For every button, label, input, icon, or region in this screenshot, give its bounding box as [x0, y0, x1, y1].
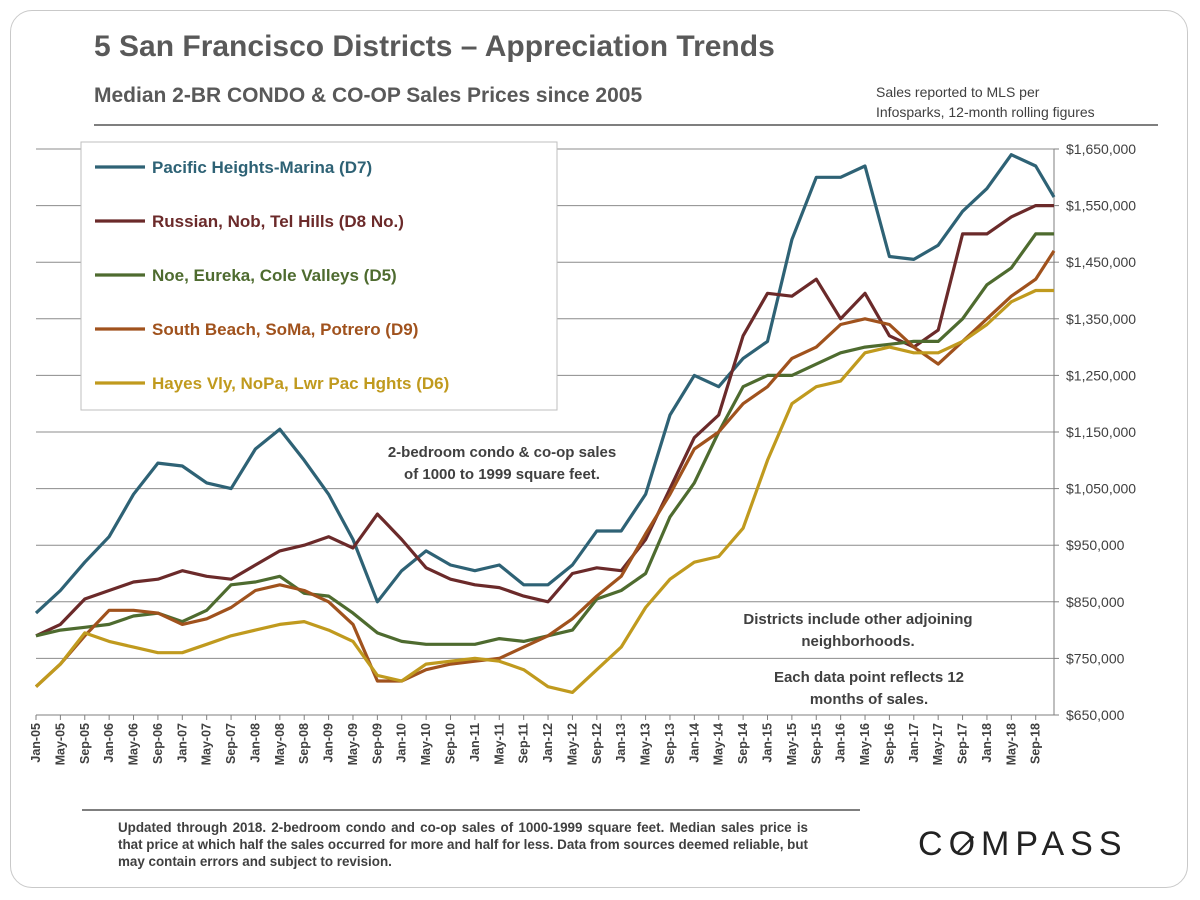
x-tick-label: Sep-12: [590, 723, 604, 764]
y-tick-label: $1,650,000: [1066, 141, 1136, 157]
y-tick-label: $950,000: [1066, 537, 1125, 553]
x-tick-label: Jan-13: [614, 723, 628, 763]
legend-entry: South Beach, SoMa, Potrero (D9): [152, 320, 418, 339]
legend-entry: Pacific Heights-Marina (D7): [152, 158, 372, 177]
x-tick-label: May-13: [639, 723, 653, 765]
x-tick-label: Jan-10: [395, 723, 409, 763]
datapoint-note-line2: months of sales.: [810, 691, 928, 708]
x-tick-label: May-08: [273, 723, 287, 765]
y-tick-label: $750,000: [1066, 650, 1125, 666]
series-lines: [34, 153, 1056, 695]
legend-entry: Russian, Nob, Tel Hills (D8 No.): [152, 212, 404, 231]
x-tick-label: May-18: [1004, 723, 1018, 765]
legend-entry: Hayes Vly, NoPa, Lwr Pac Hghts (D6): [152, 374, 449, 393]
x-tick-label: May-14: [712, 723, 726, 765]
series-line-1: [34, 153, 1056, 615]
series-line-4: [34, 250, 1056, 688]
datapoint-note-line1: Each data point reflects 12: [774, 669, 964, 686]
source-note: Sales reported to MLS per Infosparks, 12…: [876, 82, 1156, 122]
legend-entry: Noe, Eureka, Cole Valleys (D5): [152, 266, 397, 285]
x-tick-label: Jan-05: [29, 723, 43, 763]
x-tick-label: May-10: [419, 723, 433, 765]
x-tick-label: Sep-06: [151, 723, 165, 764]
x-tick-label: Sep-14: [736, 723, 750, 764]
legend: Pacific Heights-Marina (D7) Russian, Nob,…: [80, 141, 558, 411]
x-tick-label: May-12: [565, 723, 579, 765]
compass-logo: COMPASS: [918, 825, 1128, 863]
x-tick-label: May-09: [346, 723, 360, 765]
series-line-5: [34, 288, 1054, 695]
x-tick-labels: Jan-05 May-05 Sep-05 Jan-06 May-06 Sep-06 Jan-…: [29, 715, 1043, 765]
districts-note-line1: Districts include other adjoining: [743, 611, 972, 628]
y-tick-label: $1,550,000: [1066, 198, 1136, 214]
x-tick-label: Jan-06: [102, 723, 116, 763]
x-tick-label: Jan-15: [760, 723, 774, 763]
y-tick-label: $850,000: [1066, 594, 1125, 610]
x-tick-label: Jan-12: [541, 723, 555, 763]
x-tick-label: Sep-15: [809, 723, 823, 764]
districts-note-line2: neighborhoods.: [801, 633, 914, 650]
y-tick-labels: $650,000 $750,000 $850,000 $950,000 $1,050,0…: [1066, 141, 1136, 723]
x-tick-label: Jan-16: [834, 723, 848, 763]
x-tick-label: Sep-18: [1029, 723, 1043, 764]
y-tick-label: $1,150,000: [1066, 424, 1136, 440]
x-tick-label: Sep-11: [517, 723, 531, 763]
x-tick-label: Jan-08: [248, 723, 262, 763]
source-note-line1: Sales reported to MLS per: [876, 84, 1040, 100]
footer-divider: [82, 809, 860, 811]
x-tick-label: Jan-17: [907, 723, 921, 763]
series-line-2: [35, 204, 1054, 638]
y-tick-label: $650,000: [1066, 707, 1125, 723]
x-tick-label: May-15: [785, 723, 799, 765]
x-tick-label: May-11: [492, 723, 506, 765]
axes: [36, 149, 1055, 716]
x-tick-label: Jan-18: [980, 723, 994, 763]
x-tick-label: Sep-09: [370, 723, 384, 764]
x-tick-label: Jan-07: [175, 723, 189, 763]
source-note-line2: Infosparks, 12-month rolling figures: [876, 104, 1095, 120]
chart-title: 5 San Francisco Districts – Appreciation…: [94, 30, 775, 63]
y-tick-label: $1,050,000: [1066, 481, 1136, 497]
size-note-line1: 2-bedroom condo & co-op sales: [388, 444, 616, 461]
x-tick-label: Sep-17: [956, 723, 970, 764]
x-tick-label: Jan-09: [322, 723, 336, 763]
x-tick-label: Sep-08: [297, 723, 311, 764]
chart-subtitle: Median 2-BR CONDO & CO-OP Sales Prices s…: [94, 84, 643, 107]
y-tick-label: $1,450,000: [1066, 254, 1136, 270]
annotations: 2-bedroom condo & co-op sales of 1000 to…: [388, 444, 973, 708]
legend-box: [80, 141, 558, 411]
x-tick-label: May-05: [53, 723, 67, 765]
x-tick-label: Sep-16: [882, 723, 896, 764]
x-tick-label: Sep-10: [444, 723, 458, 764]
footnote: Updated through 2018. 2-bedroom condo an…: [118, 820, 808, 869]
x-tick-label: May-07: [200, 723, 214, 765]
y-tick-label: $1,350,000: [1066, 311, 1136, 327]
x-tick-label: May-17: [931, 723, 945, 765]
x-tick-label: May-16: [858, 723, 872, 765]
x-tick-label: May-06: [127, 723, 141, 765]
x-tick-label: Sep-07: [224, 723, 238, 764]
header-divider: [94, 124, 1158, 126]
x-tick-label: Sep-13: [663, 723, 677, 764]
y-tick-label: $1,250,000: [1066, 367, 1136, 383]
size-note-line2: of 1000 to 1999 square feet.: [404, 466, 600, 483]
x-tick-label: Sep-05: [78, 723, 92, 764]
x-tick-label: Jan-14: [687, 723, 701, 763]
x-tick-label: Jan-11: [468, 723, 482, 762]
